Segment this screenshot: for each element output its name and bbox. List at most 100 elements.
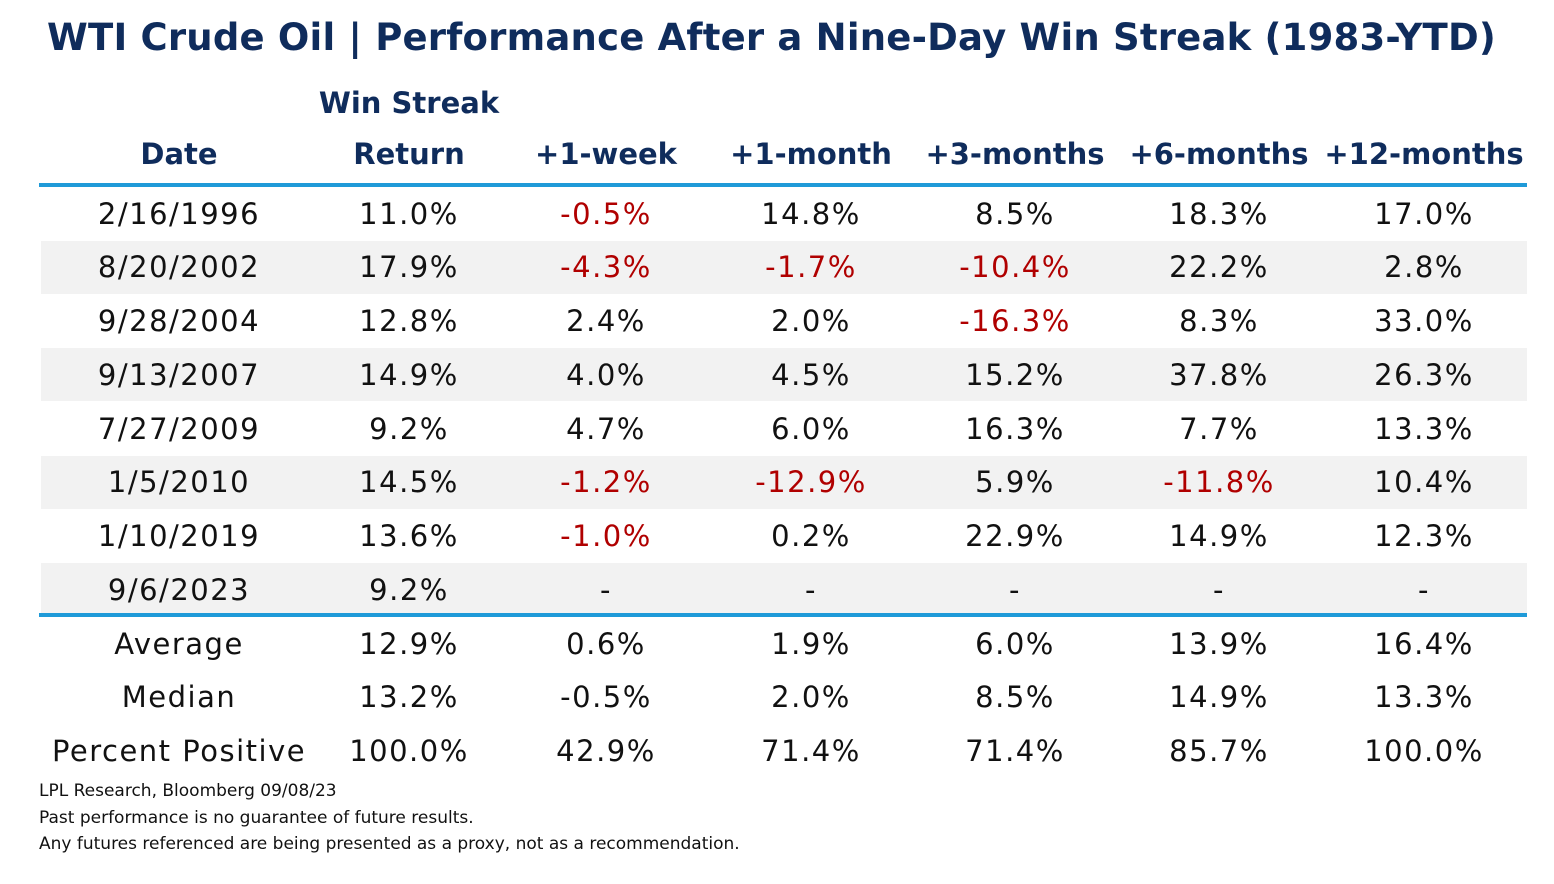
footnote: Any futures referenced are being present… (39, 834, 740, 854)
value-cell: 4.7% (566, 411, 646, 446)
value-cell: 12.9% (359, 626, 459, 661)
column-header: +1-month (730, 137, 892, 171)
row-label-cell: Median (121, 680, 237, 714)
value-cell: 26.3% (1374, 357, 1474, 392)
value-cell: 11.0% (359, 196, 459, 231)
row-label-cell: 2/16/1996 (97, 196, 261, 231)
value-cell: 4.0% (566, 357, 646, 392)
value-cell: 14.8% (761, 196, 861, 231)
footnote: Past performance is no guarantee of futu… (39, 808, 474, 828)
value-cell: 2.8% (1384, 250, 1464, 285)
value-cell: 0.6% (566, 626, 646, 661)
table-row: 9/28/2004 12.8% 2.4% 2.0% -16.3% 8.3% 33.0% (41, 295, 1527, 348)
value-cell: 71.4% (761, 733, 861, 768)
value-cell: 2.0% (771, 304, 851, 338)
value-cell: 13.3% (1374, 680, 1474, 714)
divider-rule (39, 183, 1527, 187)
table-row: 2/16/1996 11.0% -0.5% 14.8% 8.5% 18.3% 17.0% (41, 187, 1527, 240)
row-label-cell: Percent Positive (51, 733, 307, 768)
value-cell: 37.8% (1169, 357, 1269, 392)
value-cell: - (1009, 572, 1021, 607)
value-cell: 22.2% (1169, 250, 1269, 285)
value-cell: -16.3% (959, 304, 1071, 338)
value-cell: 18.3% (1169, 196, 1269, 231)
summary-row: Median 13.2% -0.5% 2.0% 8.5% 14.9% 13.3% (41, 671, 1527, 724)
value-cell: 12.8% (359, 304, 459, 338)
value-cell: 33.0% (1374, 304, 1474, 338)
value-cell: 71.4% (965, 733, 1065, 768)
summary-row: Percent Positive 100.0% 42.9% 71.4% 71.4% 85.… (41, 724, 1527, 777)
value-cell: 13.2% (359, 680, 459, 714)
value-cell: 13.9% (1169, 626, 1269, 661)
value-cell: - (1418, 572, 1430, 607)
value-cell: 0.2% (771, 519, 851, 553)
table-row: 9/13/2007 14.9% 4.0% 4.5% 15.2% 37.8% 26.3% (41, 348, 1527, 402)
value-cell: - (805, 572, 817, 607)
value-cell: 9.2% (369, 411, 449, 446)
value-cell: 100.0% (1364, 733, 1484, 768)
value-cell: 5.9% (975, 465, 1055, 500)
column-header: Date (140, 137, 218, 171)
value-cell: -4.3% (560, 250, 652, 285)
value-cell: 9.2% (369, 572, 449, 607)
footnote: LPL Research, Bloomberg 09/08/23 (39, 781, 337, 801)
column-header: +1-week (535, 137, 677, 171)
table-row: 1/5/2010 14.5% -1.2% -12.9% 5.9% -11.8% 10.4% (41, 455, 1527, 509)
value-cell: 16.3% (965, 411, 1065, 446)
value-cell: 2.4% (566, 304, 646, 338)
row-label-cell: 1/5/2010 (107, 465, 251, 500)
row-label-cell: 1/10/2019 (97, 519, 261, 553)
column-header: +3-months (925, 137, 1105, 171)
value-cell: - (1213, 572, 1225, 607)
value-cell: 13.6% (359, 519, 459, 553)
column-header: Return (353, 137, 465, 171)
summary-row: Average 12.9% 0.6% 1.9% 6.0% 13.9% 16.4% (41, 617, 1527, 670)
value-cell: -10.4% (959, 250, 1071, 285)
column-header: +6-months (1129, 137, 1309, 171)
value-cell: -12.9% (755, 465, 867, 500)
value-cell: 42.9% (556, 733, 656, 768)
value-cell: -1.7% (765, 250, 857, 285)
value-cell: 4.5% (771, 357, 851, 392)
row-label-cell: 7/27/2009 (97, 411, 261, 446)
row-label-cell: 9/6/2023 (107, 572, 251, 607)
value-cell: 1.9% (771, 626, 851, 661)
chart-title: WTI Crude Oil | Performance After a Nine… (47, 16, 1496, 59)
value-cell: 8.3% (1179, 304, 1259, 338)
value-cell: 100.0% (349, 733, 469, 768)
table-row: 7/27/2009 9.2% 4.7% 6.0% 16.3% 7.7% 13.3% (41, 402, 1527, 455)
value-cell: 17.0% (1374, 196, 1474, 231)
value-cell: -1.0% (560, 519, 652, 553)
value-cell: 14.9% (1169, 680, 1269, 714)
value-cell: 8.5% (975, 680, 1055, 714)
table-row: 1/10/2019 13.6% -1.0% 0.2% 22.9% 14.9% 12.3% (41, 510, 1527, 563)
value-cell: -0.5% (560, 680, 652, 714)
value-cell: 14.9% (1169, 519, 1269, 553)
value-cell: 7.7% (1179, 411, 1259, 446)
value-cell: 2.0% (771, 680, 851, 714)
value-cell: - (600, 572, 612, 607)
value-cell: 6.0% (771, 411, 851, 446)
row-label-cell: Average (114, 626, 244, 661)
table-row: 9/6/2023 9.2% - - - - - (41, 563, 1527, 617)
value-cell: 13.3% (1374, 411, 1474, 446)
value-cell: 14.9% (359, 357, 459, 392)
value-cell: 14.5% (359, 465, 459, 500)
value-cell: 15.2% (965, 357, 1065, 392)
row-label-cell: 9/28/2004 (97, 304, 261, 338)
divider-rule (39, 613, 1527, 617)
table-row: 8/20/2002 17.9% -4.3% -1.7% -10.4% 22.2% 2.8% (41, 240, 1527, 294)
value-cell: 85.7% (1169, 733, 1269, 768)
value-cell: 8.5% (975, 196, 1055, 231)
value-cell: 6.0% (975, 626, 1055, 661)
column-header: +12-months (1324, 137, 1524, 171)
row-label-cell: 8/20/2002 (97, 250, 261, 285)
value-cell: 10.4% (1374, 465, 1474, 500)
value-cell: -11.8% (1163, 465, 1275, 500)
value-cell: -0.5% (560, 196, 652, 231)
value-cell: 17.9% (359, 250, 459, 285)
row-label-cell: 9/13/2007 (97, 357, 261, 392)
value-cell: 12.3% (1374, 519, 1474, 553)
value-cell: -1.2% (560, 465, 652, 500)
value-cell: 16.4% (1374, 626, 1474, 661)
